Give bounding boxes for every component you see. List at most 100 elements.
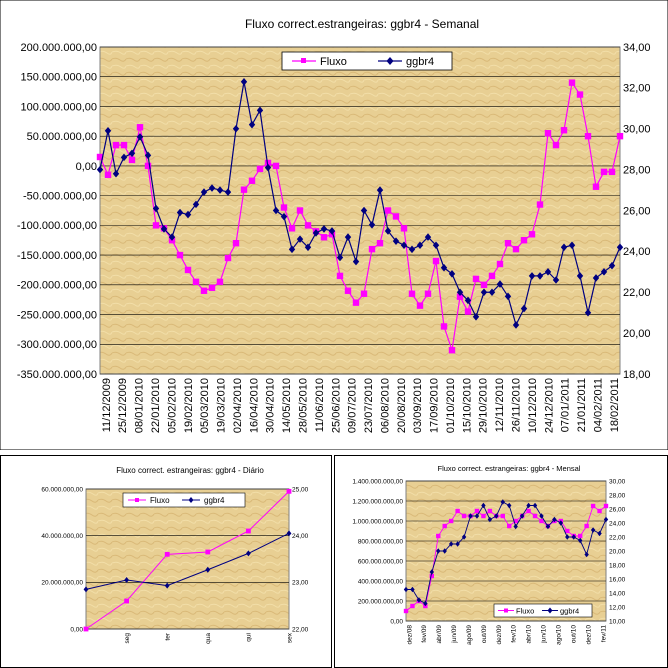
data-point-fluxo bbox=[104, 171, 112, 179]
data-point-ggbr4 bbox=[192, 200, 200, 209]
y-right-tick-label: 18,00 bbox=[609, 562, 626, 569]
y-left-tick-label: 20.000.000,00 bbox=[41, 580, 83, 587]
legend-ggbr4-marker bbox=[386, 57, 394, 65]
data-point-fluxo bbox=[205, 549, 211, 555]
data-point-fluxo bbox=[384, 207, 392, 214]
x-tick-label: 11/06/2010 bbox=[314, 378, 326, 432]
data-point-fluxo bbox=[616, 132, 624, 140]
data-point-fluxo bbox=[464, 308, 472, 315]
data-point-ggbr4 bbox=[520, 304, 528, 313]
data-point-ggbr4 bbox=[124, 577, 129, 583]
x-tick-label: 18/02/2011 bbox=[609, 378, 621, 432]
legend-fluxo-marker bbox=[504, 608, 508, 613]
data-point-ggbr4 bbox=[224, 188, 232, 196]
data-point-ggbr4 bbox=[216, 186, 224, 194]
data-point-fluxo bbox=[176, 251, 184, 259]
data-point-fluxo bbox=[248, 177, 256, 184]
data-point-ggbr4 bbox=[545, 523, 551, 530]
legend-fluxo-label: Fluxo bbox=[320, 56, 347, 68]
x-tick-label: 09/07/2010 bbox=[347, 378, 359, 433]
data-point-ggbr4 bbox=[616, 243, 624, 252]
x-tick-label: 19/02/2010 bbox=[183, 378, 195, 433]
x-tick-label: 24/12/2010 bbox=[543, 378, 555, 433]
data-point-fluxo bbox=[592, 183, 600, 190]
data-point-fluxo bbox=[608, 168, 616, 176]
data-point-ggbr4 bbox=[160, 225, 168, 233]
legend-ggbr4-marker bbox=[188, 497, 194, 503]
data-point-fluxo bbox=[539, 518, 544, 524]
data-point-ggbr4 bbox=[461, 534, 467, 540]
data-point-fluxo bbox=[590, 503, 596, 509]
x-tick-label: 20/08/2010 bbox=[396, 378, 408, 433]
data-point-ggbr4 bbox=[240, 77, 248, 86]
data-point-fluxo bbox=[504, 240, 512, 247]
chart-title: Fluxo correct. estrangeiras: ggbr4 - Men… bbox=[438, 464, 581, 473]
data-point-fluxo bbox=[603, 503, 609, 509]
y-left-tick-label: 200.000.000,00 bbox=[21, 42, 97, 54]
y-right-tick-label: 10,00 bbox=[609, 618, 626, 625]
x-tick-label: 25/06/2010 bbox=[330, 378, 342, 433]
x-tick-label: 14/05/2010 bbox=[281, 378, 293, 433]
data-point-fluxo bbox=[408, 290, 416, 297]
x-tick-label: 07/01/2011 bbox=[560, 378, 572, 432]
y-right-tick-label: 24,00 bbox=[292, 533, 309, 540]
data-point-ggbr4 bbox=[312, 229, 320, 237]
x-tick-label: 28/05/2010 bbox=[297, 378, 309, 433]
data-point-fluxo bbox=[392, 213, 400, 220]
data-point-fluxo bbox=[144, 162, 152, 170]
data-point-fluxo bbox=[272, 162, 280, 170]
data-point-ggbr4 bbox=[96, 165, 104, 174]
legend-ggbr4-marker bbox=[547, 607, 553, 614]
legend: Fluxo ggbr4 bbox=[122, 492, 246, 508]
data-point-fluxo bbox=[584, 523, 589, 529]
x-tick-label: 12/11/2010 bbox=[494, 378, 506, 432]
data-point-fluxo bbox=[352, 299, 360, 306]
data-point-ggbr4 bbox=[487, 516, 493, 523]
y-right-tick-label: 24,00 bbox=[609, 520, 626, 527]
data-point-fluxo bbox=[200, 287, 208, 294]
data-point-ggbr4 bbox=[500, 499, 505, 505]
x-tick-label: dez/08 bbox=[406, 625, 413, 645]
data-point-fluxo bbox=[455, 508, 460, 514]
y-left-tick-label: 600.000.000,00 bbox=[358, 558, 404, 565]
data-point-ggbr4 bbox=[544, 268, 552, 276]
data-point-fluxo bbox=[512, 245, 520, 253]
y-right-tick-label: 16,00 bbox=[609, 576, 626, 583]
data-point-ggbr4 bbox=[472, 312, 480, 321]
data-point-ggbr4 bbox=[232, 124, 240, 133]
data-point-fluxo bbox=[296, 207, 304, 214]
data-point-ggbr4 bbox=[352, 257, 360, 266]
data-point-fluxo bbox=[500, 513, 505, 519]
data-point-ggbr4 bbox=[344, 233, 352, 241]
data-point-fluxo bbox=[513, 518, 518, 524]
data-point-ggbr4 bbox=[400, 241, 408, 250]
y-left-tick-label: 400.000.000,00 bbox=[358, 578, 404, 585]
data-point-fluxo bbox=[436, 533, 441, 539]
x-tick-label: jun/10 bbox=[541, 625, 548, 644]
data-point-ggbr4 bbox=[416, 597, 422, 603]
data-point-fluxo bbox=[368, 245, 376, 253]
x-tick-label: out/10 bbox=[570, 625, 577, 643]
y-left-tick-label: 150.000.000,00 bbox=[21, 72, 97, 84]
data-point-ggbr4 bbox=[408, 245, 416, 254]
y-left-tick-label: 1.400.000.000,00 bbox=[352, 478, 403, 485]
legend-ggbr4-label: ggbr4 bbox=[204, 496, 225, 505]
x-tick-label: 04/02/2011 bbox=[592, 378, 604, 432]
y-left-tick-label: 200.000.000,00 bbox=[358, 598, 404, 605]
data-point-ggbr4 bbox=[448, 270, 456, 278]
data-point-fluxo bbox=[526, 508, 531, 514]
data-point-ggbr4 bbox=[456, 288, 464, 297]
y-right-tick-label: 14,00 bbox=[609, 590, 626, 597]
data-point-fluxo bbox=[83, 626, 89, 632]
data-point-ggbr4 bbox=[448, 541, 454, 547]
data-point-ggbr4 bbox=[184, 210, 192, 219]
data-point-fluxo bbox=[416, 302, 424, 309]
y-left-tick-label: 0,00 bbox=[76, 161, 97, 173]
x-tick-label: fev/10 bbox=[511, 625, 518, 643]
data-point-fluxo bbox=[577, 533, 583, 539]
data-point-ggbr4 bbox=[560, 243, 568, 252]
y-left-tick-label: 0,00 bbox=[70, 626, 83, 633]
data-point-fluxo bbox=[124, 598, 129, 604]
x-tick-label: 03/09/2010 bbox=[412, 378, 424, 433]
x-tick-label: out/09 bbox=[481, 625, 488, 643]
